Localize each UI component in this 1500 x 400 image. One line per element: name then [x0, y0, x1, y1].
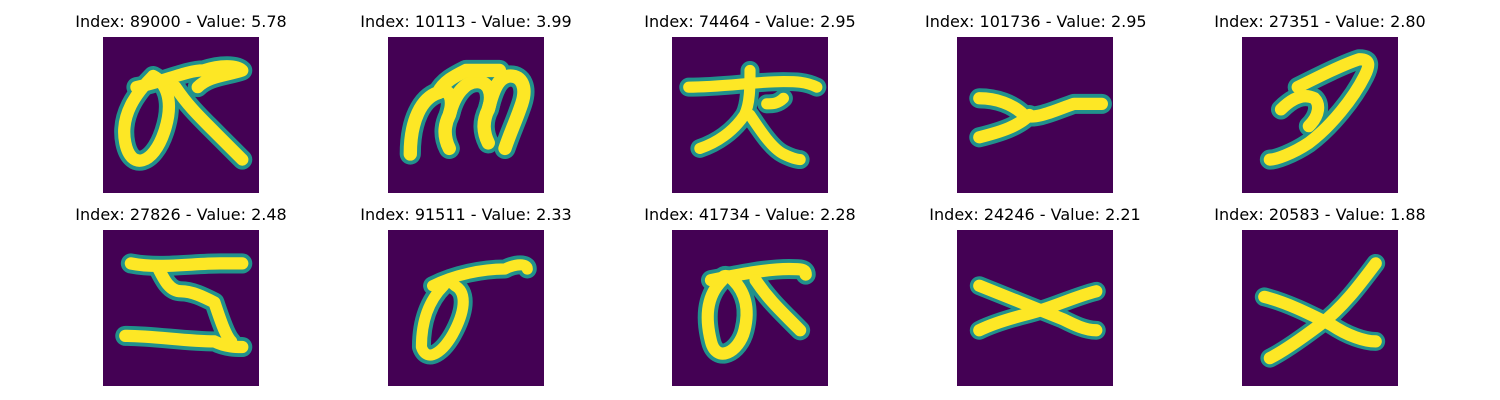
panel-title: Index: 10113 - Value: 3.99: [360, 12, 572, 31]
panel-title: Index: 20583 - Value: 1.88: [1214, 205, 1426, 224]
image-panel-1: Index: 89000 - Value: 5.78: [71, 12, 291, 202]
panel-title: Index: 41734 - Value: 2.28: [644, 205, 856, 224]
image-panel-3: Index: 74464 - Value: 2.95: [640, 12, 860, 202]
character-image: [672, 230, 828, 386]
image-panel-6: Index: 27826 - Value: 2.48: [71, 205, 291, 395]
image-panel-8: Index: 41734 - Value: 2.28: [640, 205, 860, 395]
image-panel-9: Index: 24246 - Value: 2.21: [925, 205, 1145, 395]
panel-title: Index: 101736 - Value: 2.95: [925, 12, 1147, 31]
character-image: [103, 230, 259, 386]
image-panel-5: Index: 27351 - Value: 2.80: [1210, 12, 1430, 202]
character-image: [672, 37, 828, 193]
image-panel-4: Index: 101736 - Value: 2.95: [925, 12, 1147, 202]
image-panel-10: Index: 20583 - Value: 1.88: [1210, 205, 1430, 395]
character-image: [1242, 37, 1398, 193]
character-image: [388, 37, 544, 193]
panel-title: Index: 89000 - Value: 5.78: [75, 12, 287, 31]
image-panel-2: Index: 10113 - Value: 3.99: [356, 12, 576, 202]
character-image: [1242, 230, 1398, 386]
image-panel-7: Index: 91511 - Value: 2.33: [356, 205, 576, 395]
character-image: [957, 230, 1113, 386]
panel-title: Index: 27826 - Value: 2.48: [75, 205, 287, 224]
panel-title: Index: 27351 - Value: 2.80: [1214, 12, 1426, 31]
panel-title: Index: 91511 - Value: 2.33: [360, 205, 572, 224]
panel-title: Index: 74464 - Value: 2.95: [644, 12, 856, 31]
character-image: [103, 37, 259, 193]
character-image: [957, 37, 1113, 193]
panel-title: Index: 24246 - Value: 2.21: [929, 205, 1141, 224]
character-image: [388, 230, 544, 386]
